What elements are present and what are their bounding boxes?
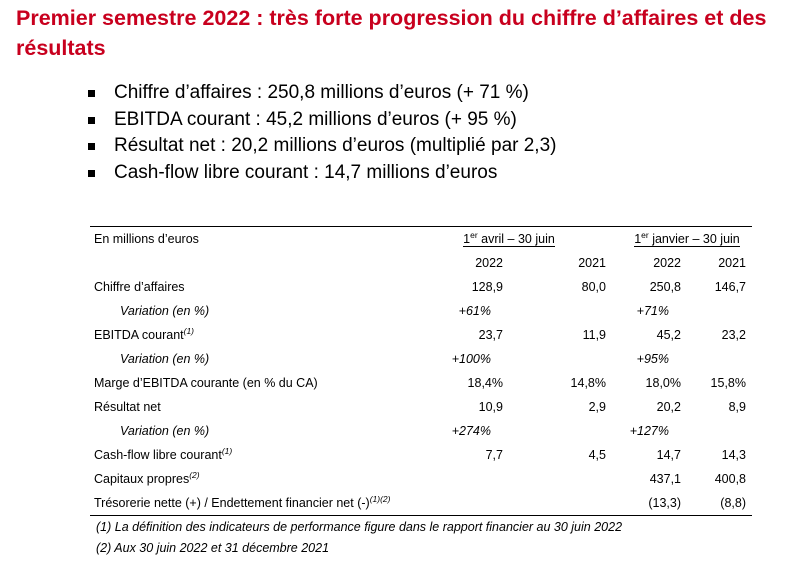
row-label: Trésorerie nette (+) / Endettement finan… (90, 491, 406, 516)
cell-value: 437,1 (649, 472, 681, 486)
cell-value: +71% (636, 304, 669, 318)
page-title: Premier semestre 2022 : très forte progr… (16, 6, 767, 60)
cell-value: 14,8% (570, 376, 606, 390)
cell-value: 128,9 (471, 280, 503, 294)
row-label: Résultat net (94, 400, 161, 414)
cell-value: (13,3) (622, 491, 687, 516)
list-item: Résultat net : 20,2 millions d’euros (mu… (88, 133, 556, 160)
cell-value: 14,7 (656, 448, 681, 462)
period-header-q2: 1er avril – 30 juin (406, 226, 612, 251)
cell-value: +100% (451, 352, 491, 366)
cell-value: 7,7 (485, 448, 503, 462)
row-label: Variation (en %) (120, 352, 210, 366)
row-label: Marge d’EBITDA courante (en % du CA) (94, 376, 318, 390)
cell-value: 11,9 (582, 328, 606, 342)
cell-value: 15,8% (710, 376, 746, 390)
row-label: Capitaux propres(2) (94, 470, 200, 486)
cell-value: 146,7 (714, 280, 746, 294)
cell-value: 45,2 (656, 328, 681, 342)
table-row: Capitaux propres(2) 437,1 400,8 (90, 467, 752, 491)
cell-value: +274% (451, 424, 491, 438)
square-bullet-icon (88, 90, 95, 97)
table-row: Cash-flow libre courant(1) 7,7 4,5 14,7 … (90, 443, 752, 467)
bullet-text: Cash-flow libre courant : 14,7 millions … (114, 161, 498, 183)
cell-value: 400,8 (714, 472, 746, 486)
cell-value: 23,2 (721, 328, 746, 342)
cell-value: +95% (636, 352, 669, 366)
year-header: 2022 (475, 256, 503, 270)
cell-value: 18,0% (645, 376, 681, 390)
table-row: EBITDA courant(1) 23,7 11,9 45,2 23,2 (90, 323, 752, 347)
table-row: Marge d’EBITDA courante (en % du CA) 18,… (90, 371, 752, 395)
cell-value: 2,9 (588, 400, 606, 414)
list-item: Cash-flow libre courant : 14,7 millions … (88, 160, 556, 187)
footnote: (1) La définition des indicateurs de per… (96, 520, 623, 534)
square-bullet-icon (88, 169, 95, 177)
table-year-row: 2022 2021 2022 2021 (90, 251, 752, 275)
cell-value: 10,9 (478, 400, 503, 414)
footnote: (2) Aux 30 juin 2022 et 31 décembre 2021 (96, 541, 330, 555)
year-header: 2021 (578, 256, 606, 270)
table-row: Variation (en %) +100% +95% (90, 347, 752, 371)
financial-table: En millions d’euros 1er avril – 30 juin … (90, 226, 752, 516)
cell-value: (8,8) (687, 491, 752, 516)
year-header: 2021 (718, 256, 746, 270)
bullet-text: Chiffre d’affaires : 250,8 millions d’eu… (114, 82, 529, 103)
table-row: Variation (en %) +61% +71% (90, 299, 752, 323)
cell-value: 8,9 (728, 400, 746, 414)
cell-value: 4,5 (588, 448, 606, 462)
cell-value: +61% (458, 304, 491, 318)
cell-value: 20,2 (656, 400, 681, 414)
list-item: Chiffre d’affaires : 250,8 millions d’eu… (88, 80, 556, 107)
highlights-list: Chiffre d’affaires : 250,8 millions d’eu… (88, 80, 556, 186)
table-row: Chiffre d’affaires 128,9 80,0 250,8 146,… (90, 275, 752, 299)
list-item: EBITDA courant : 45,2 millions d’euros (… (88, 107, 556, 134)
table-header-row: En millions d’euros 1er avril – 30 juin … (90, 226, 752, 251)
cell-value: +127% (629, 424, 669, 438)
cell-value: 23,7 (478, 328, 503, 342)
cell-value: 250,8 (649, 280, 681, 294)
cell-value: 14,3 (721, 448, 746, 462)
year-header: 2022 (653, 256, 681, 270)
bullet-text: Résultat net : 20,2 millions d’euros (mu… (114, 135, 557, 156)
square-bullet-icon (88, 116, 95, 124)
row-label: Variation (en %) (120, 304, 210, 318)
period-label: 1er avril – 30 juin (463, 230, 555, 247)
square-bullet-icon (88, 143, 95, 150)
table-row: Variation (en %) +274% +127% (90, 419, 752, 443)
table-row: Résultat net 10,9 2,9 20,2 8,9 (90, 395, 752, 419)
row-label: Variation (en %) (120, 424, 210, 438)
row-label: Chiffre d’affaires (94, 280, 185, 294)
bullet-text: EBITDA courant : 45,2 millions d’euros (… (114, 108, 517, 130)
cell-value: 18,4% (467, 376, 503, 390)
unit-label: En millions d’euros (90, 226, 406, 251)
row-label: Cash-flow libre courant(1) (94, 446, 233, 462)
period-header-h1: 1er janvier – 30 juin (622, 226, 752, 251)
cell-value: 80,0 (581, 280, 606, 294)
row-label: EBITDA courant(1) (94, 326, 195, 342)
table-row: Trésorerie nette (+) / Endettement finan… (90, 491, 752, 516)
footnotes: (1) La définition des indicateurs de per… (96, 517, 622, 559)
period-label: 1er janvier – 30 juin (634, 230, 740, 247)
